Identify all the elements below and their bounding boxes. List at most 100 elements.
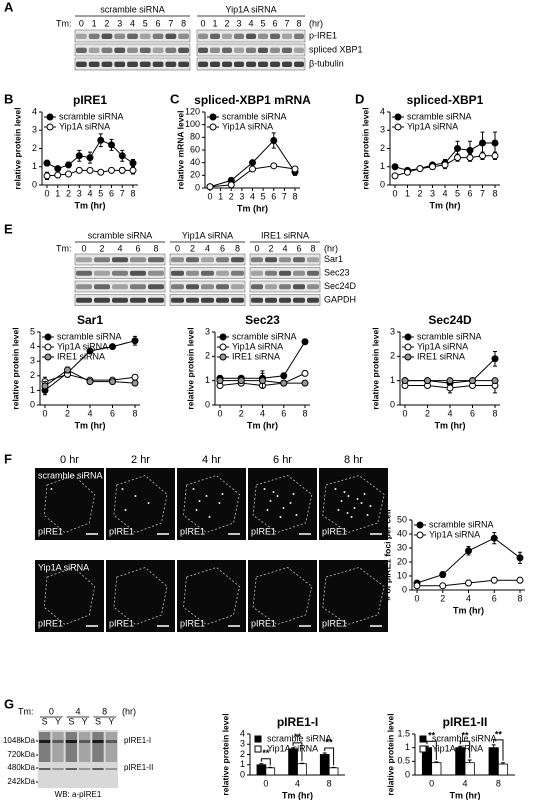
x-tick-label: 1 [218,191,223,201]
data-point [131,379,139,387]
bar [497,763,509,776]
time-label: 8 [296,18,301,28]
blot-band [152,33,164,39]
data-point [391,172,399,180]
blot-band [88,33,100,39]
y-tick-label: 1 [405,742,410,752]
panel-label: A [4,0,14,14]
error-bar [331,766,336,768]
gel-band [92,740,104,743]
y-tick-label: 0 [380,179,385,189]
data-point [97,136,105,144]
data-point [490,534,498,542]
gel [38,730,118,788]
gel-band [92,768,104,770]
time-label: 1 [212,18,217,28]
time-label: 2 [99,243,104,253]
gel-band [39,768,51,770]
x-tick-label: 8 [327,778,332,788]
blot-band [76,270,92,276]
data-point [129,159,137,167]
row-label: scramble siRNA [38,470,103,480]
blot-band [114,33,126,39]
blot-band [265,270,277,276]
significance-label: ** [461,731,469,741]
data-point [466,146,474,154]
x-tick-label: 4 [442,188,447,198]
time-label: 0 [79,18,84,28]
data-point [249,165,256,173]
y-tick-label: 50 [397,514,407,524]
time-label: 4 hr [202,454,221,466]
blot-band [216,257,229,263]
legend-label: IRE1 siRNA [232,351,280,361]
blot-band [293,297,305,303]
error-bar [501,762,505,765]
tm-label: Tm: [18,706,34,716]
bar [319,754,330,776]
time-unit: (hr) [309,18,323,28]
blot-band [294,61,304,67]
bar [265,767,276,776]
bar [464,762,475,776]
legend-label: Yip1A siRNA [429,529,480,539]
blot-band [139,47,151,53]
y-tick-label: 3 [390,326,395,336]
blot-band [139,33,151,39]
x-tick-label: 4 [260,408,265,418]
blot-band [127,47,138,53]
data-point [469,377,476,385]
foci [124,509,127,511]
blot-band [139,61,151,67]
foci [292,493,295,495]
y-tick-label: 0 [402,584,407,594]
x-tick-label: 1 [405,188,410,198]
marker-label: 480kDa [7,763,35,772]
data-point [490,576,498,584]
y-tick-label: 20 [190,170,200,180]
micrograph [35,560,104,632]
foci [337,509,340,511]
y-tick-label: 1 [30,385,35,395]
x-tick-label: 4 [87,408,92,418]
blot-band [171,284,184,290]
y-axis-label: relative mRNA level [175,110,185,189]
time-label: 0 [49,706,54,716]
x-tick-label: 4 [447,408,452,418]
data-point [216,377,224,385]
data-point [454,145,461,152]
foci [295,514,298,516]
blot-band [101,33,113,39]
time-label: 8 [310,243,315,253]
blot-band [231,284,244,290]
micrograph [106,468,175,540]
time-label: 4 [248,18,253,28]
time-label: 8 [102,706,107,716]
y-tick-label: 5 [30,326,35,336]
blot-band [148,270,164,276]
time-label: 6 [220,243,225,253]
bar [297,763,307,776]
blot-band [171,297,184,303]
y-tick-label: 0 [195,182,200,192]
blot-band [186,297,199,303]
blot-band [130,284,146,290]
data-point [465,547,472,555]
micrograph [319,468,388,540]
foci [289,502,292,504]
blot-band [94,257,110,263]
significance-bracket [292,742,303,762]
blot-band [279,257,291,263]
x-axis-label: Tm (hr) [237,203,268,213]
data-point [446,384,454,392]
stain-label: pIRE1 [180,618,205,628]
x-tick-label: 4 [466,593,471,603]
blot-band [114,61,126,67]
legend-marker [44,333,52,341]
error-bar [259,763,264,765]
blot-band [216,284,229,290]
y-tick-label: 2 [390,351,395,361]
data-point [454,154,461,162]
x-tick-label: 0 [44,188,49,198]
y-tick-label: 120 [185,106,200,116]
